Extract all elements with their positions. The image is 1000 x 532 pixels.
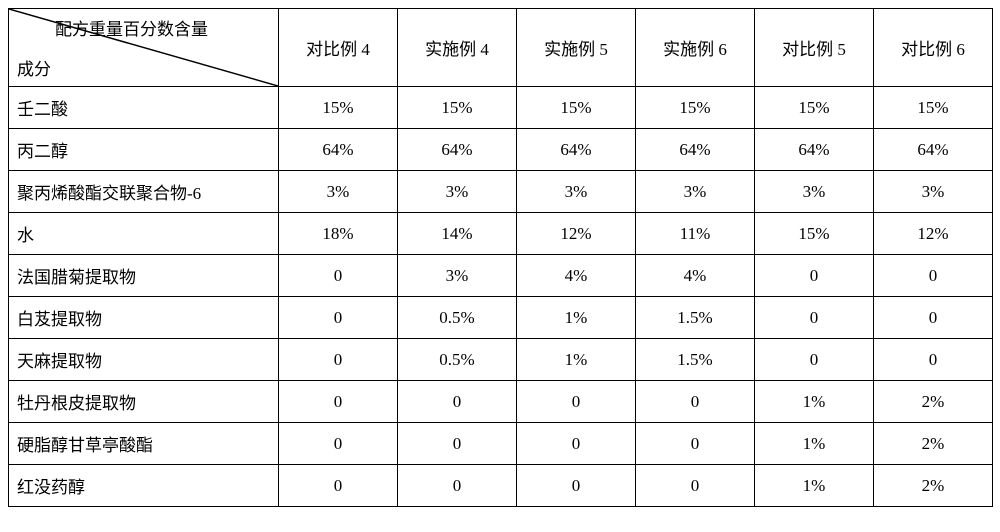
data-cell: 0 — [279, 297, 398, 339]
data-cell: 1% — [517, 339, 636, 381]
data-cell: 3% — [398, 171, 517, 213]
data-cell: 64% — [636, 129, 755, 171]
data-cell: 15% — [874, 87, 993, 129]
data-cell: 0 — [279, 381, 398, 423]
data-cell: 4% — [636, 255, 755, 297]
data-cell: 0 — [398, 465, 517, 507]
col-header: 对比例 4 — [279, 9, 398, 87]
data-cell: 0 — [398, 381, 517, 423]
data-cell: 64% — [398, 129, 517, 171]
data-cell: 0.5% — [398, 339, 517, 381]
data-cell: 0 — [517, 423, 636, 465]
data-cell: 3% — [517, 171, 636, 213]
table-row: 白芨提取物00.5%1%1.5%00 — [9, 297, 993, 339]
row-header: 牡丹根皮提取物 — [9, 381, 279, 423]
data-cell: 1.5% — [636, 339, 755, 381]
data-cell: 0 — [636, 465, 755, 507]
data-cell: 14% — [398, 213, 517, 255]
data-cell: 0 — [874, 255, 993, 297]
data-cell: 0 — [755, 297, 874, 339]
table-row: 丙二醇64%64%64%64%64%64% — [9, 129, 993, 171]
corner-bottom-label: 成分 — [17, 55, 51, 80]
data-cell: 64% — [279, 129, 398, 171]
row-header: 红没药醇 — [9, 465, 279, 507]
row-header: 白芨提取物 — [9, 297, 279, 339]
data-cell: 3% — [874, 171, 993, 213]
data-cell: 15% — [517, 87, 636, 129]
data-cell: 2% — [874, 423, 993, 465]
row-header: 天麻提取物 — [9, 339, 279, 381]
data-cell: 3% — [755, 171, 874, 213]
table-row: 牡丹根皮提取物00001%2% — [9, 381, 993, 423]
header-row: 配方重量百分数含量 成分 对比例 4 实施例 4 实施例 5 实施例 6 对比例… — [9, 9, 993, 87]
data-cell: 0 — [874, 339, 993, 381]
table-row: 天麻提取物00.5%1%1.5%00 — [9, 339, 993, 381]
table-row: 壬二酸15%15%15%15%15%15% — [9, 87, 993, 129]
data-cell: 0 — [279, 423, 398, 465]
table-row: 聚丙烯酸酯交联聚合物-63%3%3%3%3%3% — [9, 171, 993, 213]
data-cell: 0 — [755, 339, 874, 381]
data-cell: 3% — [398, 255, 517, 297]
data-cell: 15% — [755, 87, 874, 129]
row-header: 丙二醇 — [9, 129, 279, 171]
col-header: 实施例 5 — [517, 9, 636, 87]
data-cell: 0 — [398, 423, 517, 465]
data-cell: 0 — [517, 465, 636, 507]
row-header: 水 — [9, 213, 279, 255]
table-row: 法国腊菊提取物03%4%4%00 — [9, 255, 993, 297]
table-body: 壬二酸15%15%15%15%15%15%丙二醇64%64%64%64%64%6… — [9, 87, 993, 507]
data-cell: 15% — [398, 87, 517, 129]
row-header: 壬二酸 — [9, 87, 279, 129]
row-header: 法国腊菊提取物 — [9, 255, 279, 297]
row-header: 聚丙烯酸酯交联聚合物-6 — [9, 171, 279, 213]
col-header: 实施例 4 — [398, 9, 517, 87]
data-cell: 3% — [636, 171, 755, 213]
row-header: 硬脂醇甘草亭酸酯 — [9, 423, 279, 465]
col-header: 实施例 6 — [636, 9, 755, 87]
data-cell: 64% — [517, 129, 636, 171]
data-cell: 18% — [279, 213, 398, 255]
data-cell: 0 — [279, 465, 398, 507]
data-cell: 0 — [755, 255, 874, 297]
data-cell: 1% — [755, 381, 874, 423]
data-cell: 64% — [755, 129, 874, 171]
data-cell: 0 — [636, 381, 755, 423]
data-cell: 11% — [636, 213, 755, 255]
data-cell: 1% — [517, 297, 636, 339]
table-row: 硬脂醇甘草亭酸酯00001%2% — [9, 423, 993, 465]
corner-top-label: 配方重量百分数含量 — [55, 15, 270, 40]
data-cell: 1% — [755, 423, 874, 465]
col-header: 对比例 6 — [874, 9, 993, 87]
data-cell: 0 — [517, 381, 636, 423]
data-cell: 15% — [279, 87, 398, 129]
data-cell: 12% — [517, 213, 636, 255]
data-cell: 0 — [874, 297, 993, 339]
col-header: 对比例 5 — [755, 9, 874, 87]
data-cell: 15% — [755, 213, 874, 255]
data-cell: 2% — [874, 381, 993, 423]
data-cell: 0.5% — [398, 297, 517, 339]
data-cell: 0 — [636, 423, 755, 465]
corner-header: 配方重量百分数含量 成分 — [9, 9, 279, 87]
data-cell: 64% — [874, 129, 993, 171]
table-row: 水18%14%12%11%15%12% — [9, 213, 993, 255]
data-cell: 12% — [874, 213, 993, 255]
data-cell: 4% — [517, 255, 636, 297]
data-cell: 2% — [874, 465, 993, 507]
data-cell: 1% — [755, 465, 874, 507]
data-cell: 1.5% — [636, 297, 755, 339]
data-cell: 15% — [636, 87, 755, 129]
table-row: 红没药醇00001%2% — [9, 465, 993, 507]
data-cell: 3% — [279, 171, 398, 213]
formula-table: 配方重量百分数含量 成分 对比例 4 实施例 4 实施例 5 实施例 6 对比例… — [8, 8, 993, 507]
data-cell: 0 — [279, 255, 398, 297]
data-cell: 0 — [279, 339, 398, 381]
